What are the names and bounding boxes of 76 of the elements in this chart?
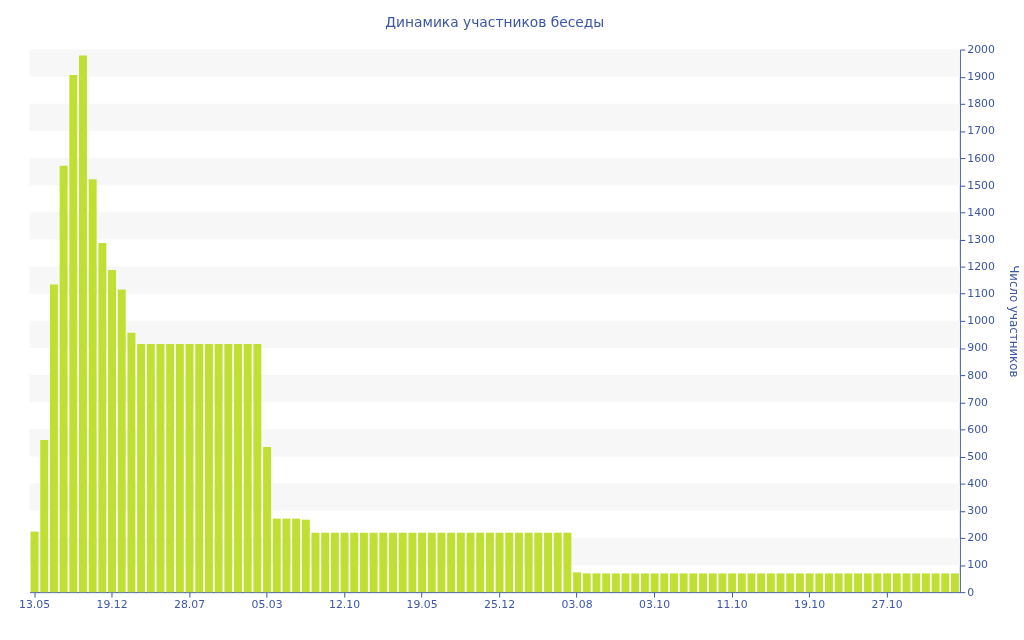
x-tick-label: 03.10: [639, 598, 671, 612]
bar: [204, 343, 213, 593]
x-tick-label: 25.12: [484, 598, 516, 612]
bar: [921, 573, 930, 593]
y-tick-label: 2000: [967, 43, 995, 57]
bar: [950, 573, 959, 593]
y-tick-label: 400: [967, 477, 989, 491]
bar: [766, 573, 775, 593]
y-tick-label: 600: [967, 422, 989, 436]
bar: [611, 573, 620, 593]
bar: [757, 573, 766, 593]
bar: [699, 573, 708, 593]
bar: [292, 518, 301, 593]
y-tick-label: 1100: [967, 287, 995, 301]
bar: [728, 573, 737, 593]
x-tick-label: 03.08: [561, 598, 593, 612]
bar: [883, 573, 892, 593]
y-tick-label: 300: [967, 504, 989, 518]
bar: [175, 343, 184, 593]
x-tick-label: 19.12: [96, 598, 128, 612]
bar: [795, 573, 804, 593]
y-tick-label: 100: [967, 558, 989, 572]
y-tick-label: 1700: [967, 124, 995, 138]
bar: [544, 532, 552, 593]
bar: [321, 532, 330, 593]
y-tick-label: 1400: [967, 205, 995, 219]
bar: [640, 573, 649, 593]
bar: [418, 532, 427, 593]
bar: [447, 532, 456, 593]
bar: [389, 532, 397, 593]
bar: [79, 55, 87, 593]
y-tick-label: 500: [967, 449, 989, 463]
bar: [456, 532, 465, 593]
bar: [485, 532, 494, 593]
y-tick-label: 1200: [967, 260, 995, 274]
bar: [330, 532, 339, 593]
y-tick-label: 1600: [967, 151, 995, 165]
chart-title: Динамика участников беседы: [385, 13, 605, 30]
bar: [263, 447, 272, 593]
bar: [514, 532, 523, 593]
y-tick-label: 200: [967, 531, 989, 545]
bar: [573, 572, 582, 593]
y-tick-label: 900: [967, 341, 989, 355]
bar: [146, 343, 155, 593]
bar: [137, 343, 146, 593]
x-tick-label: 05.03: [251, 598, 283, 612]
y-tick-label: 1500: [967, 178, 995, 192]
bar: [234, 343, 242, 593]
bar: [892, 573, 901, 593]
x-tick-label: 27.10: [871, 598, 903, 612]
bar: [108, 270, 117, 593]
bar: [49, 284, 58, 593]
y-tick-label: 0: [967, 585, 975, 599]
bar: [737, 573, 746, 593]
y-tick-label: 700: [967, 395, 989, 409]
y-tick-label: 1800: [967, 97, 995, 111]
y-tick-label: 1300: [967, 232, 995, 246]
bar: [301, 519, 310, 593]
y-tick-label: 1000: [967, 314, 995, 328]
bar: [359, 532, 368, 593]
x-tick-label: 12.10: [329, 598, 361, 612]
bar: [166, 343, 175, 593]
bar: [670, 573, 678, 593]
y-axis-title: Число участников: [1006, 265, 1021, 378]
bar: [912, 573, 921, 593]
bar: [854, 573, 863, 593]
bar: [825, 573, 833, 593]
bar: [602, 573, 611, 593]
x-tick-label: 28.07: [174, 598, 206, 612]
x-tick-label: 13.05: [19, 598, 51, 612]
x-tick-label: 19.05: [406, 598, 438, 612]
x-tick-label: 11.10: [716, 598, 748, 612]
x-tick-label: 19.10: [794, 598, 826, 612]
y-tick-label: 800: [967, 368, 989, 382]
bar: [476, 532, 485, 593]
y-tick-label: 1900: [967, 70, 995, 84]
